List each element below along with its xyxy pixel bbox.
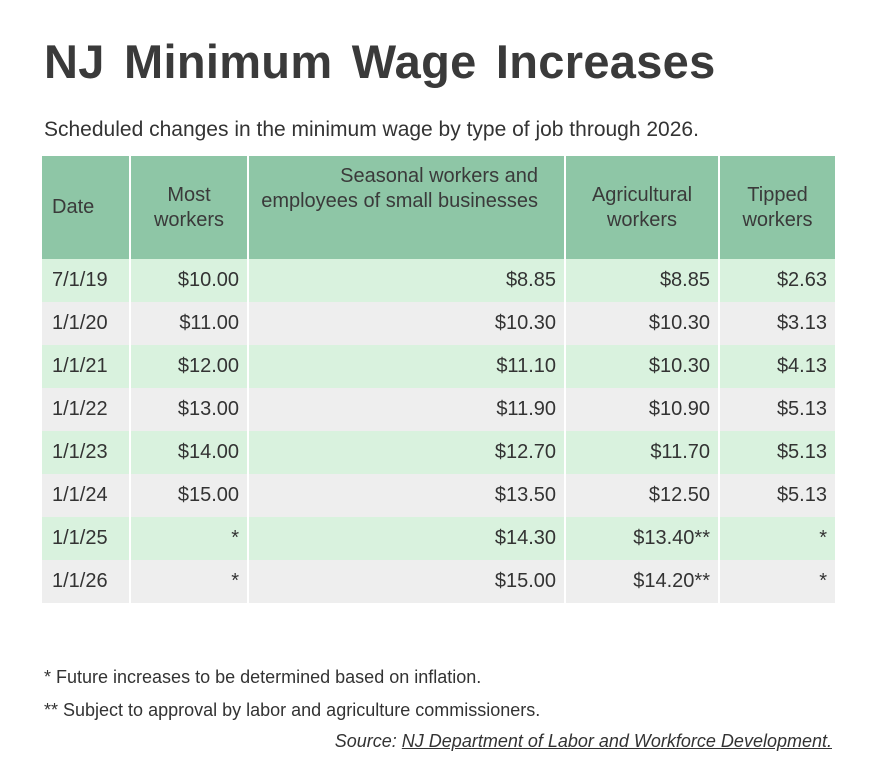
cell-tipped-workers: $3.13: [719, 302, 835, 345]
cell-most-workers: *: [130, 517, 249, 560]
page-subtitle: Scheduled changes in the minimum wage by…: [44, 118, 699, 141]
table-row: 1/1/22 $13.00 $11.90 $10.90 $5.13: [42, 388, 835, 431]
cell-most-workers: $10.00: [130, 259, 249, 302]
source-prefix: Source:: [334, 731, 402, 751]
wage-table: Date Most workers Seasonal workers and e…: [42, 156, 835, 603]
cell-tipped-workers: $5.13: [719, 388, 835, 431]
table-row: 1/1/24 $15.00 $13.50 $12.50 $5.13: [42, 474, 835, 517]
table-row: 1/1/20 $11.00 $10.30 $10.30 $3.13: [42, 302, 835, 345]
cell-seasonal-workers: $8.85: [248, 259, 566, 302]
cell-date: 1/1/21: [42, 345, 131, 388]
cell-seasonal-workers: $11.90: [248, 388, 566, 431]
cell-agricultural-workers: $10.30: [565, 302, 720, 345]
cell-date: 7/1/19: [42, 259, 131, 302]
cell-tipped-workers: $4.13: [719, 345, 835, 388]
table-row: 1/1/23 $14.00 $12.70 $11.70 $5.13: [42, 431, 835, 474]
source-credit: Source: NJ Department of Labor and Workf…: [335, 731, 832, 752]
footnote-approval: ** Subject to approval by labor and agri…: [44, 700, 541, 720]
cell-agricultural-workers: $10.90: [565, 388, 720, 431]
cell-date: 1/1/26: [42, 560, 131, 603]
cell-date: 1/1/24: [42, 474, 131, 517]
cell-seasonal-workers: $15.00: [248, 560, 566, 603]
column-header-agricultural-workers: Agricultural workers: [565, 156, 720, 259]
cell-agricultural-workers: $13.40**: [565, 517, 720, 560]
cell-date: 1/1/22: [42, 388, 131, 431]
table-header-row: Date Most workers Seasonal workers and e…: [42, 156, 835, 259]
cell-most-workers: $15.00: [130, 474, 249, 517]
cell-agricultural-workers: $8.85: [565, 259, 720, 302]
cell-tipped-workers: $5.13: [719, 474, 835, 517]
cell-most-workers: $14.00: [130, 431, 249, 474]
source-link[interactable]: NJ Department of Labor and Workforce Dev…: [401, 731, 832, 751]
cell-seasonal-workers: $13.50: [248, 474, 566, 517]
table-row: 1/1/25 * $14.30 $13.40** *: [42, 517, 835, 560]
cell-most-workers: $13.00: [130, 388, 249, 431]
wage-table-body: 7/1/19 $10.00 $8.85 $8.85 $2.63 1/1/20 $11.00 $…: [42, 259, 835, 603]
table-row: 1/1/21 $12.00 $11.10 $10.30 $4.13: [42, 345, 835, 388]
cell-tipped-workers: *: [719, 560, 835, 603]
cell-seasonal-workers: $14.30: [248, 517, 566, 560]
cell-date: 1/1/23: [42, 431, 131, 474]
cell-most-workers: *: [130, 560, 249, 603]
cell-date: 1/1/20: [42, 302, 131, 345]
cell-seasonal-workers: $10.30: [248, 302, 566, 345]
cell-agricultural-workers: $12.50: [565, 474, 720, 517]
table-row: 1/1/26 * $15.00 $14.20** *: [42, 560, 835, 603]
cell-seasonal-workers: $11.10: [248, 345, 566, 388]
cell-tipped-workers: $5.13: [719, 431, 835, 474]
cell-tipped-workers: $2.63: [719, 259, 835, 302]
cell-agricultural-workers: $10.30: [565, 345, 720, 388]
cell-most-workers: $11.00: [130, 302, 249, 345]
column-header-seasonal-workers: Seasonal workers and employees of small …: [248, 156, 566, 259]
footnote-inflation: * Future increases to be determined base…: [44, 667, 482, 687]
column-header-most-workers: Most workers: [130, 156, 249, 259]
column-header-date: Date: [42, 156, 131, 259]
cell-agricultural-workers: $11.70: [565, 431, 720, 474]
page-title: NJ Minimum Wage Increases: [44, 35, 716, 88]
cell-agricultural-workers: $14.20**: [565, 560, 720, 603]
cell-seasonal-workers: $12.70: [248, 431, 566, 474]
column-header-tipped-workers: Tipped workers: [719, 156, 835, 259]
cell-date: 1/1/25: [42, 517, 131, 560]
table-row: 7/1/19 $10.00 $8.85 $8.85 $2.63: [42, 259, 835, 302]
cell-most-workers: $12.00: [130, 345, 249, 388]
cell-tipped-workers: *: [719, 517, 835, 560]
